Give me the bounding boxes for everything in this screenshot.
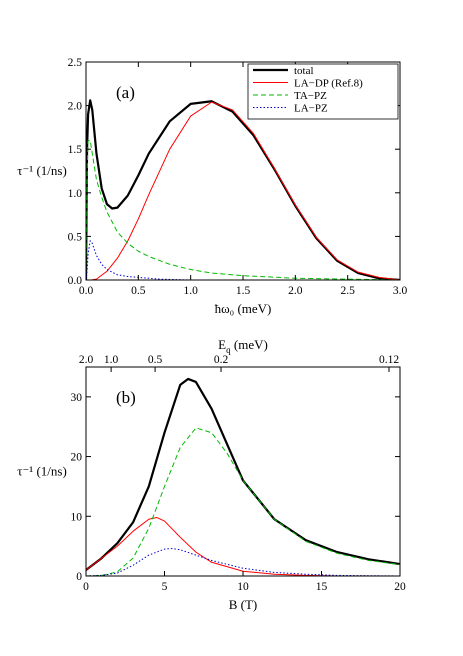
legend-label-3: TA−PZ [294, 90, 327, 102]
x-axis-label: ħω₀ (meV) [215, 301, 272, 316]
legend-label-1: total [294, 65, 314, 77]
series-line-3 [86, 427, 400, 576]
x-axis-label: B (T) [229, 597, 258, 612]
x-tick-label: 15 [316, 581, 328, 593]
top-tick-label: 0.12 [379, 354, 399, 366]
legend-label-4: LA−PZ [294, 103, 328, 115]
x-tick-label: 2.0 [288, 285, 303, 297]
x-tick-label: 10 [237, 581, 249, 593]
top-axis-label-unit: (meV) [231, 337, 268, 352]
y-tick-label: 1.0 [68, 188, 83, 200]
series-line-1 [86, 377, 400, 571]
panel-label: (a) [116, 83, 135, 102]
y-tick-label: 10 [71, 511, 83, 523]
top-tick-label: 1.0 [104, 354, 119, 366]
top-axis-label-sub: q [226, 345, 231, 355]
x-tick-label: 0 [83, 581, 89, 593]
x-tick-label: 5 [162, 581, 168, 593]
legend-label-2: LA−DP (Ref.8) [294, 78, 363, 90]
series-line-2 [86, 101, 400, 280]
series-line-1 [86, 99, 400, 280]
top-axis-label-main: E [218, 337, 226, 352]
x-tick-label: 2.5 [340, 285, 355, 297]
panel-label: (b) [116, 388, 136, 407]
x-tick-label: 1.5 [236, 285, 251, 297]
series-line-3 [86, 139, 400, 280]
x-tick-label: 1.0 [183, 285, 198, 297]
y-tick-label: 1.5 [68, 144, 83, 156]
y-tick-label: 0.5 [68, 231, 83, 243]
panel-b-chart: 0 5 10 15 20 0 10 20 30 B (T) τ⁻¹ (1/ns) (b) 2.0 1.0 0… [17, 337, 406, 612]
legend-box [247, 63, 399, 120]
y-tick-label: 2.0 [68, 101, 83, 113]
x-tick-label: 0.5 [131, 285, 146, 297]
top-tick-label: 0.5 [148, 354, 163, 366]
x-tick-label: 3.0 [393, 285, 408, 297]
top-tick-label: 2.0 [79, 354, 94, 366]
x-tick-label: 20 [394, 581, 406, 593]
top-axis-label: Eq (meV) [218, 337, 268, 355]
series-line-2 [86, 516, 400, 576]
y-tick-label: 0.0 [68, 275, 83, 287]
top-tick-label: 0.2 [214, 354, 229, 366]
series-line-4 [86, 240, 400, 280]
panel-a-chart: 0.0 0.5 1.0 1.5 2.0 2.5 3.0 0.0 0.5 1.0 1.5 2.0 2.5 ħ… [17, 57, 407, 316]
y-tick-label: 20 [71, 452, 83, 464]
y-axis-label: τ⁻¹ (1/ns) [17, 464, 67, 479]
x-tick-label: 0.0 [79, 285, 94, 297]
y-tick-label: 30 [71, 392, 83, 404]
y-tick-label: 2.5 [68, 57, 83, 69]
y-tick-label: 0 [76, 571, 82, 583]
y-axis-label: τ⁻¹ (1/ns) [17, 163, 67, 178]
